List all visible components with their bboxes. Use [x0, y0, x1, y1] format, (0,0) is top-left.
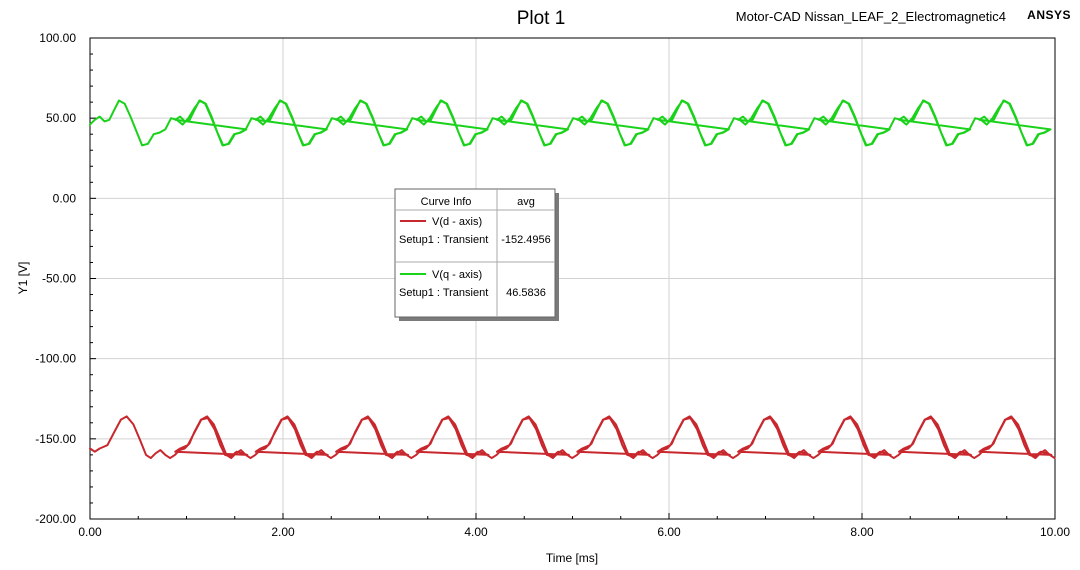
- x-axis-label: Time [ms]: [546, 551, 598, 565]
- series-line-d-axis[interactable]: [89, 415, 1056, 460]
- x-tick-label: 8.00: [850, 525, 874, 539]
- legend-header-stat: avg: [517, 196, 535, 208]
- series-group: [89, 99, 1056, 460]
- x-tick-label: 10.00: [1040, 525, 1070, 539]
- legend-box[interactable]: Curve Info avg V(d - axis) Setup1 : Tran…: [394, 188, 559, 321]
- x-tick-label: 4.00: [464, 525, 488, 539]
- y-tick-label: 100.00: [39, 31, 76, 45]
- y-axis-ticks: 100.00 50.00 0.00 -50.00 -100.00 -150.00 -200.…: [35, 31, 76, 526]
- y-tick-label: -100.00: [35, 352, 76, 366]
- y-axis-label: Y1 [V]: [16, 262, 30, 295]
- x-tick-label: 6.00: [657, 525, 681, 539]
- legend-avg-d-axis: -152.4956: [501, 234, 551, 246]
- series-line-q-axis[interactable]: [89, 99, 1052, 147]
- y-tick-label: 50.00: [46, 111, 76, 125]
- y-tick-label: -150.00: [35, 432, 76, 446]
- legend-setup-q-axis: Setup1 : Transient: [399, 287, 488, 299]
- legend-name-q-axis: V(q - axis): [432, 269, 482, 281]
- minor-ticks: [89, 37, 1056, 520]
- x-axis-ticks: 0.00 2.00 4.00 6.00 8.00 10.00: [78, 525, 1070, 539]
- x-tick-label: 2.00: [271, 525, 295, 539]
- y-tick-label: 0.00: [53, 191, 77, 205]
- x-tick-label: 0.00: [78, 525, 102, 539]
- legend-header-name: Curve Info: [421, 196, 472, 208]
- project-label: Motor-CAD Nissan_LEAF_2_Electromagnetic4: [736, 9, 1006, 24]
- legend-name-d-axis: V(d - axis): [432, 216, 482, 228]
- y-tick-label: -200.00: [35, 512, 76, 526]
- y-tick-label: -50.00: [42, 272, 76, 286]
- legend-avg-q-axis: 46.5836: [506, 287, 546, 299]
- legend-setup-d-axis: Setup1 : Transient: [399, 234, 488, 246]
- chart-title: Plot 1: [517, 8, 566, 29]
- ansys-logo: ANSYS: [1027, 8, 1071, 22]
